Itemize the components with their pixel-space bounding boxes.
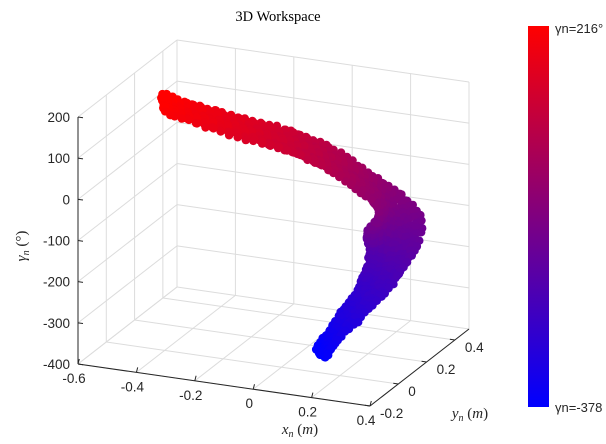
workspace-point [266, 141, 275, 150]
z-tick-label: -300 [43, 316, 70, 331]
chart-title: 3D Workspace [235, 9, 320, 25]
x-tick-label: 0.2 [298, 405, 317, 420]
grid-line [106, 341, 399, 385]
grid-line [176, 163, 470, 206]
colorbar [528, 26, 549, 407]
z-tick [77, 198, 84, 201]
z-tick-label: 200 [47, 110, 70, 125]
grid-line [176, 80, 470, 124]
x-tick [194, 375, 197, 381]
workspace-point [310, 158, 320, 167]
y-tick [393, 382, 399, 385]
x-tick-label: 0.4 [357, 413, 376, 428]
workspace-point [341, 177, 350, 186]
grid-line [176, 245, 470, 289]
workspace-point [209, 124, 218, 133]
workspace-point [201, 123, 210, 132]
x-tick-label: -0.6 [62, 371, 85, 386]
workspace-point [407, 251, 416, 260]
grid-line [77, 204, 178, 283]
workspace-point [303, 155, 312, 165]
grid-line [136, 295, 236, 373]
z-tick [77, 363, 84, 366]
workspace-point [184, 115, 194, 125]
x-tick [77, 358, 80, 365]
workspace-point [233, 133, 242, 142]
grid-line [77, 286, 178, 365]
y-axis-label: yn (m) [450, 406, 488, 424]
z-tick-label: 100 [47, 151, 70, 166]
grid-line [77, 39, 178, 118]
workspace-point [323, 350, 333, 359]
y-tick [364, 404, 371, 407]
workspace-point [249, 136, 258, 146]
colorbar-max-label: γn=216° [555, 21, 603, 36]
y-tick-label: -0.2 [380, 406, 403, 421]
workspace-point [258, 137, 267, 147]
grid-line [77, 163, 178, 241]
z-axis-label: γn (°) [14, 231, 32, 262]
z-tick [77, 240, 84, 242]
y-tick [421, 360, 427, 363]
x-axis-line [77, 363, 371, 407]
workspace-point [317, 161, 326, 170]
colorbar-min-label: γn=-378 [555, 400, 602, 415]
workspace-point-cloud [157, 89, 427, 362]
workspace-point [289, 148, 298, 157]
grid-line [77, 121, 178, 200]
x-tick [369, 400, 372, 407]
grid-line [311, 320, 411, 398]
workspace-point [393, 271, 402, 280]
y-tick-label: 0.2 [437, 362, 456, 377]
workspace-point [324, 166, 333, 175]
x-tick [135, 367, 139, 373]
workspace-point [296, 150, 305, 160]
workspace-point [274, 142, 284, 152]
grid-line [77, 245, 178, 324]
z-tick [77, 116, 84, 119]
grid-line [176, 286, 470, 330]
axes: 200 100 0 -100 -200 -300 -400-0.6 -0.4 -0.2 0 0.2 0… [43, 110, 484, 428]
y-axis-line [369, 328, 470, 407]
z-tick-label: -200 [43, 275, 70, 290]
x-tick-label: 0 [245, 396, 253, 411]
z-tick [77, 157, 84, 160]
x-tick-label: -0.2 [179, 388, 202, 403]
grid-line [162, 297, 455, 341]
z-tick [77, 281, 84, 283]
workspace-point [373, 218, 382, 228]
x-tick-label: -0.4 [121, 379, 145, 394]
grid-line [194, 303, 295, 382]
workspace-point [282, 146, 292, 155]
workspace-point [177, 114, 186, 123]
x-tick [252, 384, 255, 390]
workspace-point [224, 131, 234, 140]
y-tick-label: 0.4 [465, 340, 484, 355]
z-tick-label: -400 [43, 357, 70, 372]
grid-line [134, 319, 427, 363]
x-tick [311, 392, 314, 398]
z-tick-label: 0 [62, 192, 70, 207]
workspace-point [160, 107, 170, 116]
x-axis-label: xn (m) [281, 422, 318, 440]
workspace-point [241, 135, 250, 145]
z-tick [77, 322, 84, 325]
workspace-point [192, 119, 202, 128]
grid-line [176, 39, 470, 83]
y-tick [449, 338, 455, 341]
workspace-point [216, 127, 225, 136]
y-tick-label: 0 [408, 384, 416, 399]
z-tick-label: -100 [43, 234, 70, 249]
